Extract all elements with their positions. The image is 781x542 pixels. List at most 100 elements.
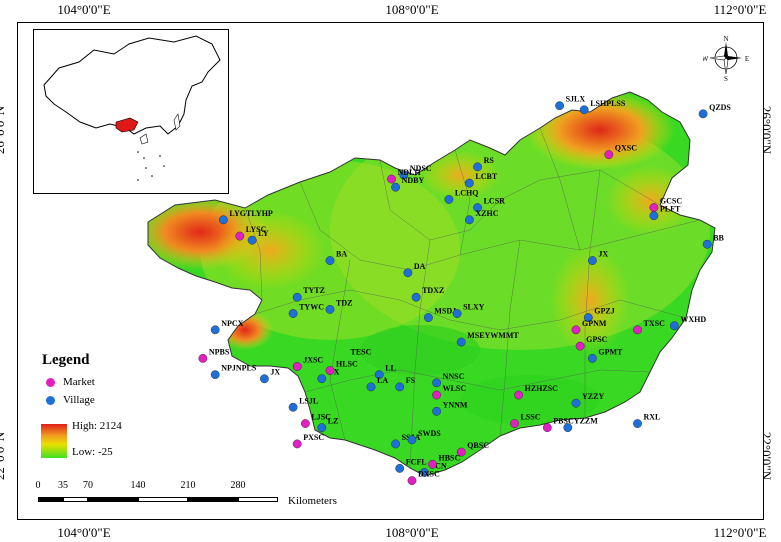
village-marker-yzzy[interactable] <box>571 398 581 408</box>
market-marker-ndlh[interactable] <box>387 174 396 184</box>
market-marker-txsc[interactable] <box>633 325 642 335</box>
market-marker-dxsc[interactable] <box>407 476 417 485</box>
village-marker-lygtlyhp[interactable] <box>218 215 228 225</box>
market-label-ndlh: NDLH <box>398 168 422 177</box>
village-marker-lsjl[interactable] <box>288 402 298 412</box>
village-marker-xzhc[interactable] <box>464 215 474 225</box>
market-label-gpsc: GPSC <box>586 335 608 344</box>
market-dot-icon <box>46 377 55 387</box>
village-dot-icon <box>46 395 55 405</box>
north-arrow-compass-icon: N S E W <box>703 35 749 81</box>
market-marker-pxsc[interactable] <box>292 439 302 449</box>
market-marker-gpsc[interactable] <box>575 341 585 351</box>
village-marker-mseywmmt[interactable] <box>456 337 466 347</box>
village-label-lz: LZ <box>328 417 339 426</box>
village-marker-ba[interactable] <box>325 256 335 265</box>
village-marker-fcfl[interactable] <box>395 463 405 473</box>
elevation-color-ramp <box>41 424 67 458</box>
market-label-pxsc: PXSC <box>303 433 324 442</box>
village-marker-npcx[interactable] <box>210 325 220 335</box>
village-marker-ndsc[interactable] <box>399 170 409 180</box>
village-label-ndsc: NDSC <box>410 164 432 173</box>
village-marker-qzds[interactable] <box>698 109 708 119</box>
market-marker-lysc[interactable] <box>235 231 245 241</box>
village-label-wxhd: WXHD <box>680 315 706 324</box>
elevation-high-label: High: 2124 <box>72 420 122 432</box>
village-marker-ndby[interactable] <box>391 182 400 192</box>
village-label-plft: PLFT <box>660 205 681 214</box>
village-marker-fcn[interactable] <box>419 468 429 477</box>
village-marker-ll[interactable] <box>374 370 384 380</box>
village-label-xzhc: XZHC <box>475 209 498 218</box>
village-marker-msdj[interactable] <box>423 313 433 322</box>
village-marker-dx[interactable] <box>317 374 327 384</box>
village-marker-tdz[interactable] <box>325 305 335 314</box>
market-marker-npbs[interactable] <box>198 353 208 363</box>
legend-village-label: Village <box>63 394 95 406</box>
village-label-gpmt: GPMT <box>598 347 623 356</box>
village-label-jx2: JX <box>270 368 280 377</box>
village-marker-fs[interactable] <box>395 382 405 392</box>
village-marker-slxy[interactable] <box>452 309 462 318</box>
village-label-la: LA <box>377 376 388 385</box>
market-marker-gcsc[interactable] <box>649 203 659 212</box>
village-marker-bb[interactable] <box>702 239 712 249</box>
village-label-lcsr: LCSR <box>484 197 506 206</box>
village-marker-la[interactable] <box>366 382 376 392</box>
market-marker-hbsc[interactable] <box>428 459 437 469</box>
longitude-label-top-104: 104°0'0"E <box>57 2 111 17</box>
scale-unit-label: Kilometers <box>288 495 337 507</box>
market-marker-gpnm[interactable] <box>571 325 581 335</box>
village-marker-jx[interactable] <box>588 256 597 265</box>
village-marker-lcsr[interactable] <box>473 203 482 212</box>
village-marker-lchq[interactable] <box>444 195 454 204</box>
village-label-sjlx: SJLX <box>566 95 586 104</box>
village-marker-lshplss[interactable] <box>579 105 589 115</box>
village-marker-gpmt[interactable] <box>588 353 597 363</box>
village-marker-swds[interactable] <box>407 435 417 445</box>
village-marker-wxhd[interactable] <box>670 321 679 331</box>
village-marker-ssja[interactable] <box>391 439 400 449</box>
taiwan-outline <box>173 113 181 131</box>
inset-map-china <box>33 29 229 194</box>
market-label-txsc: TXSC <box>644 319 666 328</box>
village-marker-yzzm[interactable] <box>563 423 573 433</box>
legend-market-row: Market <box>46 376 95 388</box>
village-marker-jx2[interactable] <box>259 374 269 384</box>
village-marker-ynnm[interactable] <box>432 406 441 416</box>
village-marker-tdxz[interactable] <box>411 292 421 302</box>
village-marker-rxl[interactable] <box>633 419 642 428</box>
scale-tick-210: 210 <box>180 480 196 491</box>
market-marker-ljsc[interactable] <box>300 419 310 428</box>
village-marker-nnsc[interactable] <box>432 378 441 388</box>
village-label-nnsc: NNSC <box>443 372 465 381</box>
village-marker-gpzj[interactable] <box>583 313 593 322</box>
longitude-label-bottom-112: 112°0'0"E <box>713 525 767 540</box>
market-marker-jxsc[interactable] <box>292 362 302 371</box>
village-label-tywc: TYWC <box>299 303 324 312</box>
village-marker-da[interactable] <box>403 268 413 278</box>
village-label-slxy: SLXY <box>463 303 485 312</box>
village-label-da: DA <box>414 262 426 271</box>
village-marker-sjlx[interactable] <box>555 101 564 111</box>
village-marker-lz[interactable] <box>317 423 327 433</box>
market-marker-lssc[interactable] <box>510 419 519 428</box>
longitude-label-top-112: 112°0'0"E <box>713 2 767 17</box>
market-marker-pbsc[interactable] <box>542 423 552 433</box>
village-marker-rs[interactable] <box>473 162 482 172</box>
market-marker-hzhzsc[interactable] <box>514 390 523 400</box>
market-marker-qbsc[interactable] <box>456 447 466 457</box>
village-marker-ly[interactable] <box>247 235 257 245</box>
market-marker-hlsc[interactable] <box>325 366 335 375</box>
market-label-lysc: LYSC <box>246 225 267 234</box>
market-marker-qxsc[interactable] <box>604 150 614 160</box>
village-marker-plft[interactable] <box>649 211 659 221</box>
market-marker-wlsc[interactable] <box>432 390 441 400</box>
village-marker-lcbt[interactable] <box>464 178 474 188</box>
village-label-ndby: NDBY <box>402 176 425 185</box>
village-marker-tytz[interactable] <box>292 292 302 302</box>
village-marker-npjnpls[interactable] <box>210 370 220 380</box>
village-label-bb: BB <box>713 233 724 242</box>
village-marker-tywc[interactable] <box>288 309 298 318</box>
